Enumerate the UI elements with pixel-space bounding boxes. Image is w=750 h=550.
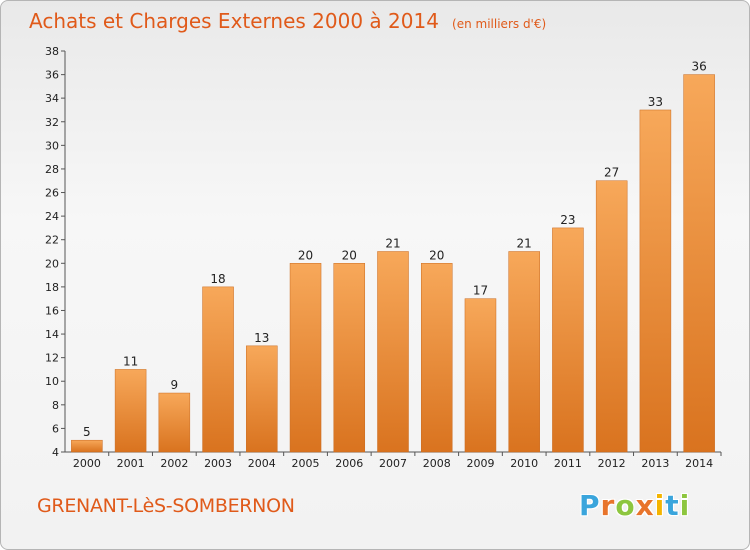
y-tick-label: 10	[45, 375, 59, 388]
bar-2014	[683, 74, 715, 453]
data-label-2006: 20	[342, 248, 357, 262]
data-label-2008: 20	[429, 248, 444, 262]
y-tick-label: 34	[45, 92, 59, 105]
data-label-2012: 27	[604, 166, 619, 180]
x-tick-label-2003: 2003	[204, 457, 232, 470]
logo-letter: x	[635, 489, 655, 522]
y-tick-label: 28	[45, 163, 59, 176]
x-axis: 2000 2001 2002 2003 2004 2005 2006 2007 2008 2009…	[65, 451, 722, 470]
y-tick-label: 18	[45, 281, 59, 294]
y-tick-label: 22	[45, 234, 59, 247]
bar-2002	[158, 392, 191, 453]
logo-letter: P	[579, 489, 601, 522]
data-label-2010: 21	[517, 237, 532, 251]
y-tick-label: 12	[45, 352, 59, 365]
y-tick-label: 24	[45, 210, 59, 223]
data-label-2001: 11	[123, 354, 138, 368]
bar-2009	[464, 298, 497, 453]
title-row: Achats et Charges Externes 2000 à 2014 (…	[29, 9, 546, 33]
y-tick-label: 16	[45, 304, 59, 317]
bar-2004	[246, 345, 278, 453]
logo-letter: o	[615, 489, 636, 522]
x-tick-label-2011: 2011	[554, 457, 582, 470]
y-tick-label: 30	[45, 139, 59, 152]
logo-letter: r	[600, 489, 616, 522]
x-tick-label-2007: 2007	[379, 457, 407, 470]
x-tick-label-2008: 2008	[423, 457, 451, 470]
x-tick-label-2000: 2000	[73, 457, 101, 470]
y-tick-label: 26	[45, 187, 59, 200]
data-label-2002: 9	[171, 378, 179, 392]
x-tick-label-2012: 2012	[598, 457, 626, 470]
bar-2012	[595, 180, 628, 453]
bars	[71, 74, 715, 453]
y-axis: 4 6 8 10 12 14 16 18 20 22 24 26 28 30 32 34 36 38	[45, 45, 66, 459]
x-tick-label-2009: 2009	[466, 457, 494, 470]
y-tick-label: 14	[45, 328, 59, 341]
data-label-2011: 23	[560, 213, 575, 227]
y-tick-label: 6	[52, 422, 59, 435]
logo-letter: i	[679, 489, 691, 522]
bar-2011	[552, 227, 584, 453]
unit-note: (en milliers d'€)	[452, 17, 547, 31]
x-tick-label-2006: 2006	[335, 457, 363, 470]
y-tick-label: 20	[45, 257, 59, 270]
y-tick-label: 32	[45, 116, 59, 129]
bar-2007	[377, 251, 409, 453]
y-tick-label: 4	[52, 446, 59, 459]
bar-2008	[420, 263, 453, 453]
logo-letter: t	[665, 489, 680, 522]
bar-2010	[508, 251, 540, 453]
proxiti-logo[interactable]: Proxiti	[579, 489, 690, 522]
x-tick-label-2005: 2005	[292, 457, 320, 470]
data-label-2009: 17	[473, 284, 488, 298]
logo-letter: i	[654, 489, 666, 522]
x-tick-label-2010: 2010	[510, 457, 538, 470]
data-label-2005: 20	[298, 248, 313, 262]
x-tick-label-2002: 2002	[160, 457, 188, 470]
y-tick-label: 8	[52, 399, 59, 412]
bar-2003	[202, 286, 234, 453]
commune-name: GRENANT-LèS-SOMBERNON	[37, 495, 295, 517]
x-tick-label-2001: 2001	[117, 457, 145, 470]
data-label-2004: 13	[254, 331, 269, 345]
bar-2001	[114, 369, 147, 453]
data-label-2013: 33	[648, 95, 663, 109]
bar-2005	[289, 263, 322, 453]
data-label-2003: 18	[210, 272, 225, 286]
x-tick-label-2004: 2004	[248, 457, 276, 470]
data-label-2000: 5	[83, 425, 91, 439]
data-label-2014: 36	[691, 60, 706, 74]
x-tick-label-2014: 2014	[685, 457, 713, 470]
bar-2000	[71, 439, 103, 453]
bar-2006	[333, 263, 366, 453]
chart-title: Achats et Charges Externes 2000 à 2014	[29, 9, 439, 33]
x-tick-label-2013: 2013	[641, 457, 669, 470]
bar-2013	[639, 109, 672, 453]
y-tick-label: 38	[45, 45, 59, 58]
data-labels: 5 11 9 18 13 20 20 21 20 17 21 23 27 33 36	[83, 60, 707, 440]
y-tick-label: 36	[45, 69, 59, 82]
data-label-2007: 21	[385, 237, 400, 251]
